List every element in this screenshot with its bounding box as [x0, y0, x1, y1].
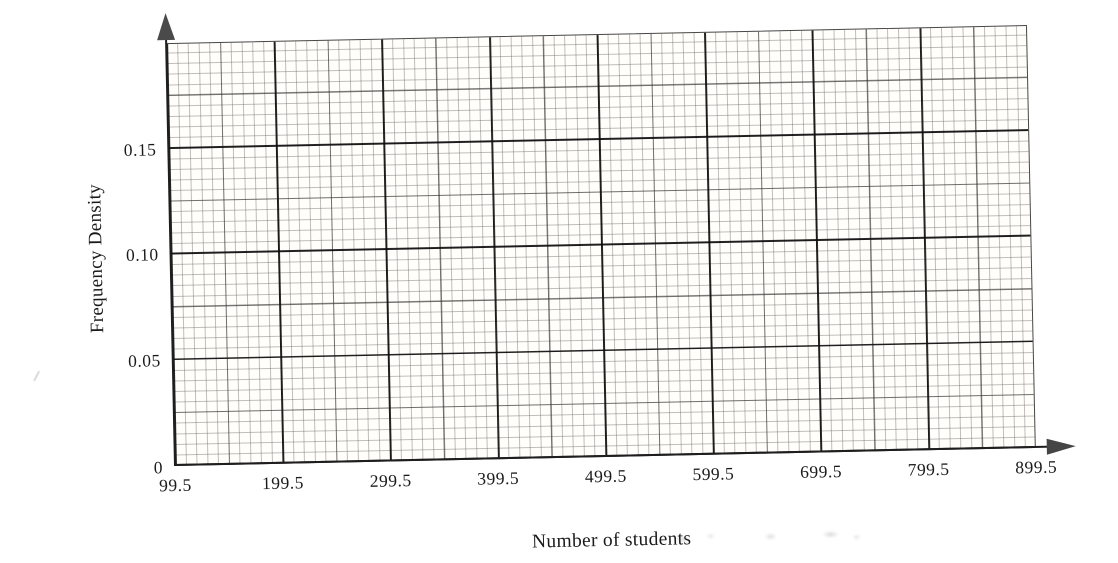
- scan-stray-mark: [33, 370, 42, 383]
- x-tick-label: 599.5: [692, 463, 735, 485]
- x-axis-arrowhead-icon: [1046, 437, 1076, 455]
- x-tick-label: 899.5: [1015, 456, 1058, 478]
- graph-paper-grid: [166, 25, 1036, 467]
- x-tick-label: 699.5: [799, 461, 843, 482]
- x-tick-label: 799.5: [907, 458, 950, 480]
- y-tick-label: 0.15: [123, 139, 157, 161]
- x-tick-label: 299.5: [369, 470, 412, 491]
- x-tick-label: 499.5: [584, 465, 627, 487]
- y-axis-title: Frequency Density: [84, 183, 109, 334]
- plot-area: 0.15 0.10 0.05 0 99.5 199.5 299.5 399.5 …: [84, 12, 1076, 553]
- y-tick-label: 0.05: [127, 350, 161, 371]
- x-tick-label: 399.5: [477, 467, 520, 489]
- x-tick-label: 99.5: [158, 474, 192, 496]
- x-tick-label: 199.5: [261, 472, 305, 494]
- y-axis-arrowhead-icon: [156, 12, 176, 41]
- scan-smudge: [666, 526, 867, 547]
